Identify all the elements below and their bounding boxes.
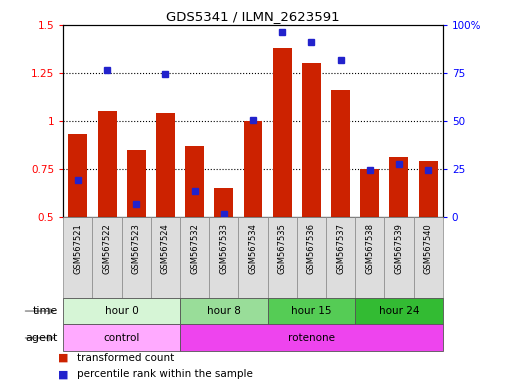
Text: GSM567524: GSM567524 bbox=[161, 223, 170, 274]
Text: time: time bbox=[33, 306, 58, 316]
Bar bbox=[97, 111, 116, 217]
Text: hour 0: hour 0 bbox=[105, 306, 138, 316]
Bar bbox=[92, 217, 121, 298]
Text: GSM567535: GSM567535 bbox=[277, 223, 286, 274]
Bar bbox=[180, 217, 209, 298]
Bar bbox=[267, 217, 296, 298]
Text: GDS5341 / ILMN_2623591: GDS5341 / ILMN_2623591 bbox=[166, 10, 339, 23]
Bar bbox=[126, 150, 145, 217]
Bar bbox=[63, 298, 180, 324]
Text: percentile rank within the sample: percentile rank within the sample bbox=[77, 369, 253, 379]
Text: ■: ■ bbox=[58, 353, 72, 363]
Bar bbox=[418, 161, 437, 217]
Text: ■: ■ bbox=[58, 369, 72, 379]
Bar bbox=[68, 134, 87, 217]
Bar bbox=[413, 217, 442, 298]
Text: GSM567540: GSM567540 bbox=[423, 223, 432, 274]
Text: hour 24: hour 24 bbox=[378, 306, 418, 316]
Bar bbox=[238, 217, 267, 298]
Bar bbox=[214, 188, 233, 217]
Bar bbox=[360, 169, 379, 217]
Bar bbox=[209, 217, 238, 298]
Text: GSM567539: GSM567539 bbox=[394, 223, 402, 274]
Text: GSM567522: GSM567522 bbox=[103, 223, 111, 274]
Bar bbox=[296, 217, 325, 298]
Text: GSM567536: GSM567536 bbox=[306, 223, 315, 275]
Bar bbox=[384, 217, 413, 298]
Text: GSM567538: GSM567538 bbox=[365, 223, 374, 275]
Bar bbox=[180, 298, 267, 324]
Text: rotenone: rotenone bbox=[287, 333, 334, 343]
Text: agent: agent bbox=[26, 333, 58, 343]
Text: hour 15: hour 15 bbox=[290, 306, 331, 316]
Bar bbox=[150, 217, 180, 298]
Text: GSM567533: GSM567533 bbox=[219, 223, 228, 275]
Bar bbox=[63, 217, 92, 298]
Bar bbox=[272, 48, 291, 217]
Bar bbox=[301, 63, 320, 217]
Text: GSM567534: GSM567534 bbox=[248, 223, 257, 274]
Text: hour 8: hour 8 bbox=[207, 306, 240, 316]
Bar bbox=[63, 324, 180, 351]
Bar bbox=[355, 217, 384, 298]
Bar bbox=[330, 90, 349, 217]
Bar bbox=[185, 146, 204, 217]
Text: GSM567532: GSM567532 bbox=[190, 223, 199, 274]
Bar bbox=[180, 324, 442, 351]
Bar bbox=[121, 217, 150, 298]
Text: transformed count: transformed count bbox=[77, 353, 174, 363]
Bar bbox=[389, 157, 408, 217]
Bar bbox=[243, 121, 262, 217]
Bar bbox=[325, 217, 355, 298]
Bar bbox=[156, 113, 175, 217]
Text: GSM567537: GSM567537 bbox=[335, 223, 344, 275]
Text: control: control bbox=[103, 333, 139, 343]
Text: GSM567521: GSM567521 bbox=[73, 223, 82, 274]
Bar bbox=[267, 298, 355, 324]
Text: GSM567523: GSM567523 bbox=[131, 223, 140, 274]
Bar bbox=[355, 298, 442, 324]
